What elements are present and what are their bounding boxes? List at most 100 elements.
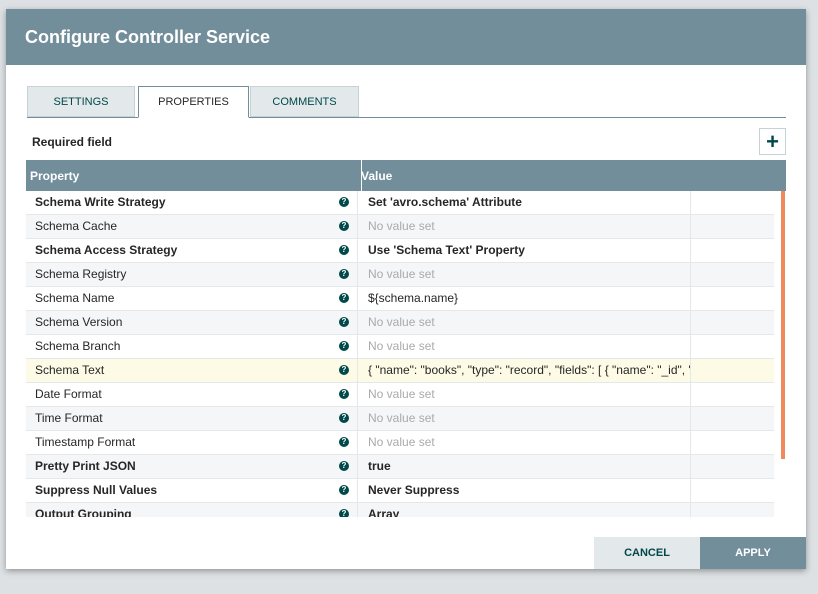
property-value: No value set: [368, 267, 435, 281]
property-row[interactable]: Schema Branch? No value set: [26, 335, 774, 359]
cell-divider: [690, 407, 691, 431]
tab[interactable]: SETTINGS: [27, 86, 135, 117]
help-icon[interactable]: ?: [339, 413, 349, 423]
cell-divider: [357, 191, 358, 215]
help-icon[interactable]: ?: [339, 245, 349, 255]
help-icon[interactable]: ?: [339, 437, 349, 447]
add-property-button[interactable]: +: [759, 128, 786, 155]
property-name: Schema Version: [35, 315, 123, 329]
property-value: No value set: [368, 339, 435, 353]
cell-divider: [690, 479, 691, 503]
property-name: Pretty Print JSON: [35, 459, 136, 473]
cell-divider: [690, 503, 691, 517]
property-value: No value set: [368, 411, 435, 425]
property-value: No value set: [368, 315, 435, 329]
help-icon[interactable]: ?: [339, 485, 349, 495]
property-row[interactable]: Schema Version? No value set: [26, 311, 774, 335]
cell-divider: [690, 287, 691, 311]
property-value: true: [368, 459, 391, 473]
property-value: No value set: [368, 219, 435, 233]
property-name: Schema Name: [35, 291, 115, 305]
cell-divider: [357, 383, 358, 407]
cell-divider: [357, 335, 358, 359]
property-name: Schema Text: [35, 363, 105, 377]
tab[interactable]: COMMENTS: [250, 86, 359, 117]
property-name: Time Format: [35, 411, 103, 425]
property-row[interactable]: Timestamp Format? No value set: [26, 431, 774, 455]
cell-divider: [690, 215, 691, 239]
property-row[interactable]: Schema Text? { "name": "books", "type": "…: [26, 359, 774, 383]
help-icon[interactable]: ?: [339, 509, 349, 517]
cell-divider: [357, 311, 358, 335]
property-value: Array: [368, 507, 400, 517]
property-row[interactable]: Schema Access Strategy? Use 'Schema Text'…: [26, 239, 774, 263]
cell-divider: [690, 383, 691, 407]
property-name: Suppress Null Values: [35, 483, 158, 497]
help-icon[interactable]: ?: [339, 341, 349, 351]
property-name: Schema Cache: [35, 219, 118, 233]
property-name: Schema Access Strategy: [35, 243, 178, 257]
scrollbar[interactable]: [781, 191, 785, 459]
cell-divider: [357, 431, 358, 455]
property-value: ${schema.name}: [368, 291, 459, 305]
cell-divider: [690, 311, 691, 335]
cell-divider: [690, 263, 691, 287]
property-name: Schema Branch: [35, 339, 121, 353]
required-field-label: Required field: [32, 135, 113, 149]
property-value: No value set: [368, 387, 435, 401]
property-value: { "name": "books", "type": "record", "fi…: [368, 363, 690, 377]
dialog-header: Configure Controller Service: [6, 9, 806, 65]
table-header: Property Value: [26, 160, 786, 191]
cell-divider: [690, 359, 691, 383]
cell-divider: [690, 335, 691, 359]
cell-divider: [357, 479, 358, 503]
property-row[interactable]: Schema Registry? No value set: [26, 263, 774, 287]
property-name: Schema Registry: [35, 267, 127, 281]
help-icon[interactable]: ?: [339, 221, 349, 231]
help-icon[interactable]: ?: [339, 317, 349, 327]
cell-divider: [690, 455, 691, 479]
property-row[interactable]: Pretty Print JSON? true: [26, 455, 774, 479]
help-icon[interactable]: ?: [339, 269, 349, 279]
property-value: Use 'Schema Text' Property: [368, 243, 525, 257]
tab-divider: [27, 117, 786, 118]
dialog: Configure Controller Service Required fi…: [6, 9, 806, 569]
help-icon[interactable]: ?: [339, 389, 349, 399]
property-name: Timestamp Format: [35, 435, 136, 449]
cell-divider: [357, 503, 358, 517]
property-name: Schema Write Strategy: [35, 195, 166, 209]
property-name: Output Grouping: [35, 507, 132, 517]
column-header: Property: [30, 169, 80, 183]
property-value: Set 'avro.schema' Attribute: [368, 195, 522, 209]
apply-button[interactable]: APPLY: [700, 537, 806, 569]
property-row[interactable]: Schema Write Strategy? Set 'avro.schema' …: [26, 191, 774, 215]
property-value: No value set: [368, 435, 435, 449]
help-icon[interactable]: ?: [339, 293, 349, 303]
cell-divider: [357, 455, 358, 479]
property-row[interactable]: Date Format? No value set: [26, 383, 774, 407]
cell-divider: [357, 263, 358, 287]
property-row[interactable]: Schema Cache? No value set: [26, 215, 774, 239]
help-icon[interactable]: ?: [339, 197, 349, 207]
cancel-button[interactable]: CANCEL: [594, 537, 700, 569]
cell-divider: [357, 215, 358, 239]
property-row[interactable]: Time Format? No value set: [26, 407, 774, 431]
cell-divider: [357, 287, 358, 311]
property-row[interactable]: Suppress Null Values? Never Suppress: [26, 479, 774, 503]
cell-divider: [690, 191, 691, 215]
cell-divider: [357, 239, 358, 263]
help-icon[interactable]: ?: [339, 461, 349, 471]
dialog-title: Configure Controller Service: [25, 27, 271, 47]
tab[interactable]: PROPERTIES: [138, 86, 249, 118]
property-row[interactable]: Schema Name? ${schema.name}: [26, 287, 774, 311]
column-header: Value: [361, 169, 393, 183]
cell-divider: [357, 359, 358, 383]
property-row[interactable]: Output Grouping? Array: [26, 503, 774, 517]
help-icon[interactable]: ?: [339, 365, 349, 375]
property-name: Date Format: [35, 387, 102, 401]
property-value: Never Suppress: [368, 483, 460, 497]
cell-divider: [690, 431, 691, 455]
cell-divider: [357, 407, 358, 431]
property-table: Schema Write Strategy? Set 'avro.schema' …: [26, 191, 786, 517]
